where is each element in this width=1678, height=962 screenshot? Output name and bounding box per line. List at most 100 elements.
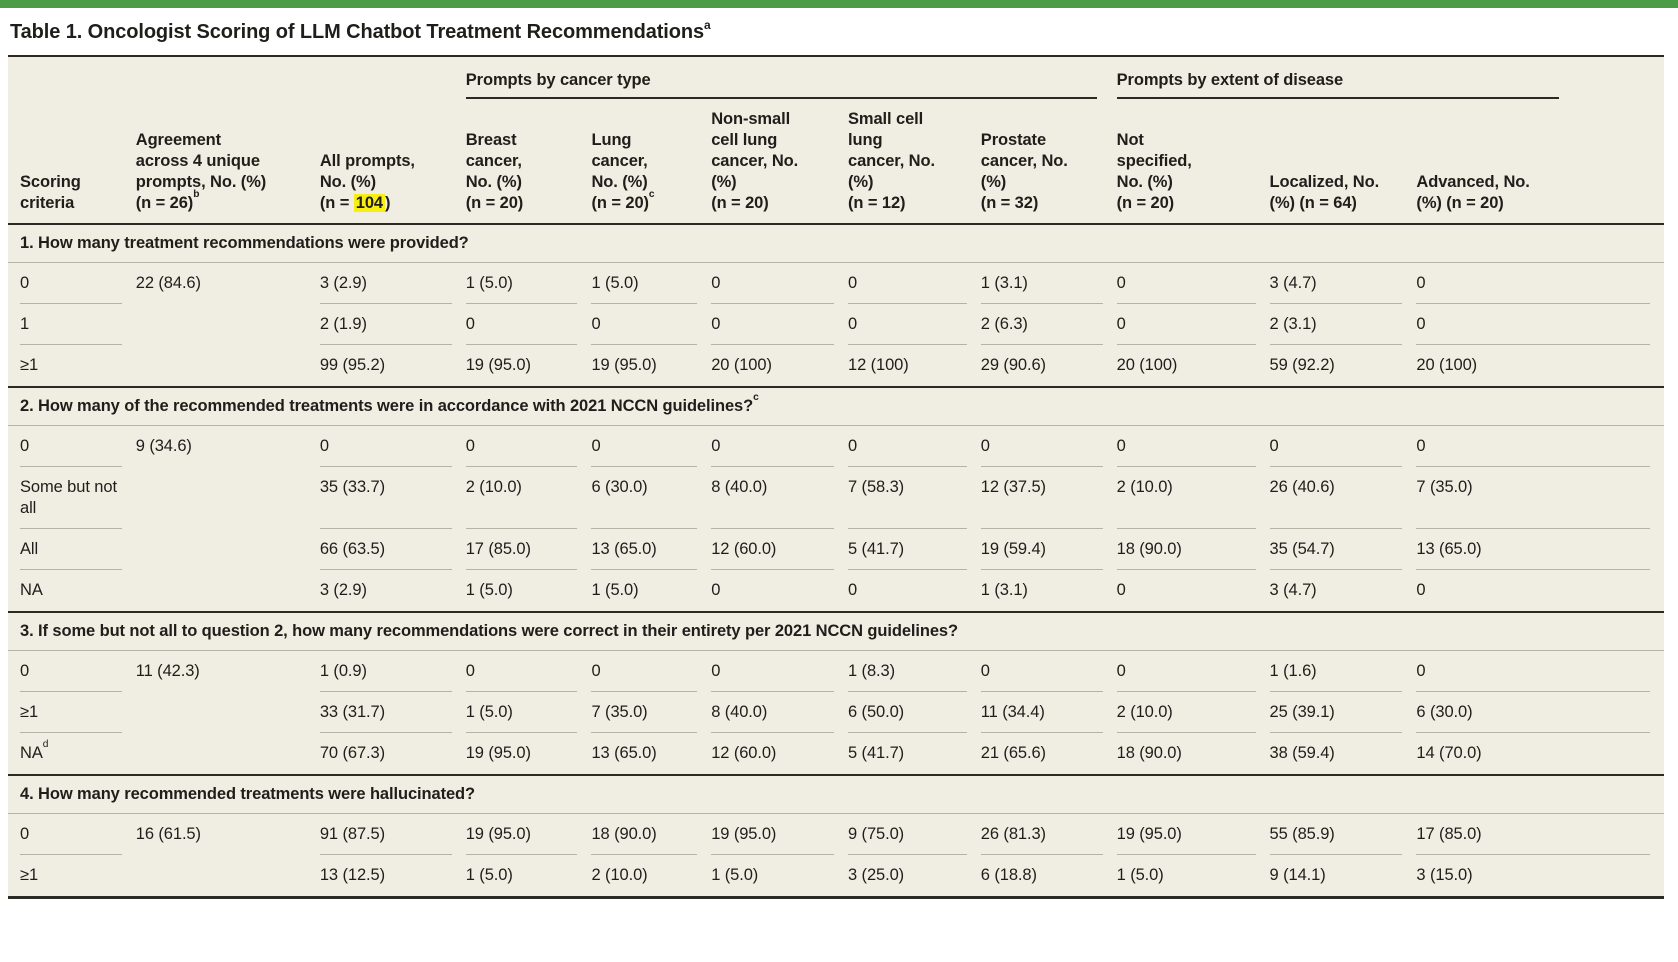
agreement-cell: 22 (84.6) bbox=[135, 274, 201, 292]
data-cell: 6 (18.8) bbox=[980, 866, 1037, 884]
spanner-prompts-by-cancer-type: Prompts by cancer type bbox=[465, 57, 1117, 99]
data-cell: 0 bbox=[711, 651, 848, 692]
section-question: 4. How many recommended treatments were … bbox=[8, 774, 1664, 814]
data-cell: 0 bbox=[1116, 581, 1126, 599]
data-cell: 19 (95.0) bbox=[591, 356, 657, 374]
row-label: NAd bbox=[20, 738, 49, 762]
data-cell: 0 bbox=[591, 304, 712, 345]
data-cell: 26 (81.3) bbox=[980, 814, 1117, 855]
table-row: NA 3 (2.9) 1 (5.0) 1 (5.0) 0 0 1 (3.1) 0 3 (4.7)… bbox=[8, 570, 1664, 611]
table-title: Table 1. Oncologist Scoring of LLM Chatb… bbox=[8, 8, 1664, 55]
spanner-row: Prompts by cancer type Prompts by extent … bbox=[8, 57, 1664, 99]
table-title-text: Table 1. Oncologist Scoring of LLM Chatb… bbox=[10, 21, 705, 43]
data-cell: 0 bbox=[711, 426, 848, 467]
row-label: 0 bbox=[8, 263, 136, 304]
section-question: 2. How many of the recommended treatment… bbox=[8, 386, 1664, 426]
data-cell: 0 bbox=[848, 304, 981, 345]
spanner-label: Prompts by extent of disease bbox=[1116, 70, 1559, 99]
data-cell: 59 (92.2) bbox=[1269, 356, 1335, 374]
highlighted-sample-size: 104 bbox=[353, 194, 385, 212]
table-row: Some but not all 35 (33.7) 2 (10.0) 6 (30.0… bbox=[8, 467, 1664, 529]
data-cell: 70 (67.3) bbox=[319, 744, 385, 762]
column-header-not: Not specified, No. (%) (n = 20) bbox=[1116, 99, 1270, 225]
column-header-small-cell: Small cell lung cancer, No. (%) (n = 12) bbox=[848, 99, 981, 225]
data-cell: 13 (12.5) bbox=[319, 866, 385, 884]
data-cell: 19 (95.0) bbox=[711, 814, 848, 855]
footnote-marker: c bbox=[648, 188, 655, 200]
data-cell: 5 (41.7) bbox=[848, 529, 981, 570]
data-cell: 0 bbox=[711, 263, 848, 304]
data-cell: 2 (1.9) bbox=[319, 304, 466, 345]
data-cell: 1 (5.0) bbox=[591, 581, 639, 599]
data-cell: 1 (5.0) bbox=[465, 581, 513, 599]
data-cell: 0 bbox=[1416, 426, 1664, 467]
data-cell: 19 (95.0) bbox=[465, 744, 531, 762]
column-header-advanced-no: Advanced, No. (%) (n = 20) bbox=[1416, 99, 1664, 225]
data-cell: 2 (10.0) bbox=[1116, 692, 1270, 733]
column-header-row: Scoring criteria Agreement across 4 uniqu… bbox=[8, 99, 1664, 225]
data-cell: 6 (50.0) bbox=[848, 692, 981, 733]
data-cell: 8 (40.0) bbox=[711, 692, 848, 733]
data-cell: 2 (3.1) bbox=[1269, 304, 1417, 345]
data-cell: 2 (10.0) bbox=[465, 467, 592, 529]
data-cell: 91 (87.5) bbox=[319, 814, 466, 855]
column-header-localized-no: Localized, No. (%) (n = 64) bbox=[1269, 99, 1417, 225]
data-cell: 3 (4.7) bbox=[1269, 581, 1317, 599]
row-label: 0 bbox=[8, 651, 136, 692]
data-cell: 35 (33.7) bbox=[319, 467, 466, 529]
row-label: ≥1 bbox=[20, 866, 39, 884]
data-cell: 0 bbox=[1116, 651, 1270, 692]
table-row: 0 22 (84.6) 3 (2.9) 1 (5.0) 1 (5.0) 0 0 1 (3.1)… bbox=[8, 263, 1664, 304]
data-cell: 0 bbox=[1416, 263, 1664, 304]
data-cell: 1 (5.0) bbox=[591, 263, 712, 304]
data-cell: 99 (95.2) bbox=[319, 356, 385, 374]
data-cell: 0 bbox=[465, 651, 592, 692]
data-cell: 1 (3.1) bbox=[980, 581, 1028, 599]
data-cell: 20 (100) bbox=[711, 356, 772, 374]
data-cell: 2 (10.0) bbox=[1116, 467, 1270, 529]
column-header-scoring: Scoring criteria bbox=[8, 99, 136, 225]
data-cell: 18 (90.0) bbox=[1116, 529, 1270, 570]
data-cell: 66 (63.5) bbox=[319, 529, 466, 570]
column-header-non-small: Non-small cell lung cancer, No. (%) (n =… bbox=[711, 99, 848, 225]
data-cell: 2 (10.0) bbox=[591, 866, 648, 884]
table-row: 0 11 (42.3) 1 (0.9) 0 0 0 1 (8.3) 0 0 1 (1.6) 0 bbox=[8, 651, 1664, 692]
column-header-prostate: Prostate cancer, No. (%) (n = 32) bbox=[980, 99, 1117, 225]
data-cell: 6 (30.0) bbox=[1416, 692, 1664, 733]
data-cell: 35 (54.7) bbox=[1269, 529, 1417, 570]
row-label: 0 bbox=[8, 426, 136, 467]
data-cell: 8 (40.0) bbox=[711, 467, 848, 529]
data-cell: 18 (90.0) bbox=[1116, 744, 1182, 762]
footnote-marker: c bbox=[753, 391, 759, 403]
column-header-agreement: Agreement across 4 unique prompts, No. (… bbox=[135, 99, 320, 225]
data-cell: 0 bbox=[980, 651, 1117, 692]
data-cell: 3 (4.7) bbox=[1269, 263, 1417, 304]
data-cell: 0 bbox=[465, 426, 592, 467]
data-cell: 0 bbox=[1416, 651, 1664, 692]
agreement-cell: 9 (34.6) bbox=[135, 437, 192, 455]
data-cell: 7 (35.0) bbox=[591, 692, 712, 733]
data-cell: 3 (15.0) bbox=[1416, 866, 1473, 884]
table-container: Prompts by cancer type Prompts by extent … bbox=[8, 55, 1664, 899]
data-cell: 19 (95.0) bbox=[465, 356, 531, 374]
data-cell: 1 (0.9) bbox=[319, 651, 466, 692]
data-cell: 1 (5.0) bbox=[711, 866, 759, 884]
data-cell: 1 (5.0) bbox=[1116, 866, 1164, 884]
data-cell: 13 (65.0) bbox=[1416, 529, 1664, 570]
data-cell: 0 bbox=[1416, 304, 1664, 345]
data-cell: 7 (35.0) bbox=[1416, 467, 1664, 529]
spanner-empty bbox=[8, 57, 466, 99]
data-cell: 17 (85.0) bbox=[1416, 814, 1664, 855]
data-cell: 29 (90.6) bbox=[980, 356, 1046, 374]
data-cell: 21 (65.6) bbox=[980, 744, 1046, 762]
row-label: 0 bbox=[8, 814, 136, 855]
section-question: 1. How many treatment recommendations we… bbox=[8, 225, 1664, 263]
data-cell: 1 (5.0) bbox=[465, 692, 592, 733]
data-cell: 18 (90.0) bbox=[591, 814, 712, 855]
data-cell: 0 bbox=[848, 426, 981, 467]
data-cell: 0 bbox=[1269, 426, 1417, 467]
section-question: 3. If some but not all to question 2, ho… bbox=[8, 611, 1664, 651]
data-cell: 1 (1.6) bbox=[1269, 651, 1417, 692]
